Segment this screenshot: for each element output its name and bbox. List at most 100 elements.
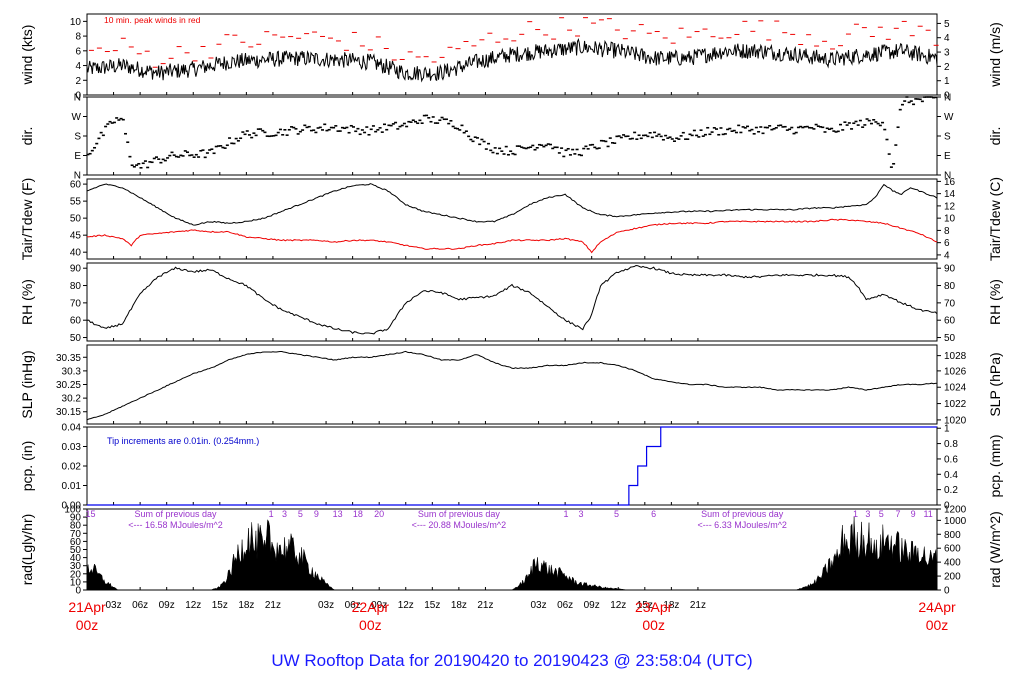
right-tick-label: 1200: [944, 505, 967, 516]
radiation-hour-label: 1: [853, 509, 858, 519]
x-tick-label: 09z: [371, 600, 387, 611]
radiation-sum-label: Sum of previous day: [701, 509, 784, 519]
right-tick-label: 800: [944, 530, 961, 541]
x-tick-label: 12z: [610, 600, 626, 611]
right-tick-label: 12: [944, 201, 956, 212]
left-tick-label: 10: [70, 577, 82, 588]
x-tick-label: 09z: [159, 600, 175, 611]
radiation-hour-label: 3: [579, 509, 584, 519]
x-tick-label: 09z: [584, 600, 600, 611]
right-tick-label: 4: [944, 250, 950, 261]
x-date-time: 00z: [76, 617, 99, 633]
x-tick-label: 18z: [451, 600, 467, 611]
right-tick-label: 60: [944, 316, 956, 327]
left-tick-label: N: [74, 93, 81, 104]
wind-line: [86, 38, 938, 83]
left-tick-label: 30.3: [62, 366, 82, 377]
ylabel-left: SLP (inHg): [19, 350, 35, 418]
right-tick-label: 0.4: [944, 470, 958, 481]
radiation-sum-label: Sum of previous day: [418, 509, 501, 519]
left-tick-label: 30: [70, 561, 82, 572]
right-tick-label: 0.6: [944, 454, 958, 465]
right-tick-label: 1028: [944, 351, 967, 362]
left-tick-label: 30.35: [56, 353, 81, 364]
panel-frame: [86, 262, 938, 342]
left-tick-label: 0.00: [62, 501, 82, 512]
left-tick-label: 4: [75, 61, 81, 72]
ylabel-right: SLP (hPa): [987, 352, 1003, 416]
radiation-sum-label: Sum of previous day: [135, 509, 218, 519]
left-tick-label: E: [74, 151, 81, 162]
precip-line: [87, 426, 937, 506]
x-tick-label: 21z: [477, 600, 493, 611]
ylabel-right: pcp. (mm): [987, 435, 1003, 498]
left-tick-label: 0.02: [62, 462, 82, 473]
right-tick-label: 0: [944, 501, 950, 512]
left-tick-label: 6: [75, 46, 81, 57]
x-date-time: 00z: [359, 617, 382, 633]
right-tick-label: 1026: [944, 366, 967, 377]
left-tick-label: 70: [70, 298, 82, 309]
radiation-hour-label: 9: [911, 509, 916, 519]
panel-wind: 0 2 4 6 8 10 0 1 2 3 4 5 wind (kts) wind (m/s) 10 min.…: [19, 13, 1003, 102]
left-tick-label: 40: [70, 553, 82, 564]
left-tick-label: S: [74, 132, 81, 143]
panel-frame: [86, 96, 938, 176]
x-tick-label: 15z: [212, 600, 228, 611]
panel-note: Tip increments are 0.01in. (0.254mm.): [107, 436, 259, 446]
radiation-hour-label: 3: [865, 509, 870, 519]
right-tick-label: S: [944, 132, 951, 143]
x-tick-label: 15z: [637, 600, 653, 611]
radiation-hour-label: 9: [314, 509, 319, 519]
x-date-label: 23Apr: [635, 599, 673, 615]
x-tick-label: 12z: [185, 600, 201, 611]
ylabel-left: pcp. (in): [19, 441, 35, 492]
right-tick-label: W: [944, 112, 954, 123]
ylabel-left: RH (%): [19, 279, 35, 325]
left-tick-label: 60: [70, 316, 82, 327]
x-date-label: 22Apr: [352, 599, 390, 615]
ylabel-right: dir.: [987, 127, 1003, 146]
radiation-hour-label: 7: [896, 509, 901, 519]
right-tick-label: E: [944, 151, 951, 162]
right-tick-label: 400: [944, 558, 961, 569]
right-tick-label: 8: [944, 226, 950, 237]
left-tick-label: 55: [70, 197, 82, 208]
panel-slp: 30.15 30.2 30.25 30.3 30.35 1020 1022 1024 1026 1…: [19, 344, 1003, 426]
right-tick-label: 0.8: [944, 439, 958, 450]
left-tick-label: 70: [70, 529, 82, 540]
left-tick-label: 0.03: [62, 442, 82, 453]
right-tick-label: 1022: [944, 399, 967, 410]
right-tick-label: 1000: [944, 516, 967, 527]
radiation-hour-label: 5: [298, 509, 303, 519]
right-tick-label: 80: [944, 281, 956, 292]
right-tick-label: N: [944, 171, 951, 182]
left-tick-label: 30.2: [62, 394, 82, 405]
right-tick-label: 1: [944, 76, 950, 87]
panel-frame: [86, 178, 938, 260]
panel-pcp: 0.00 0.01 0.02 0.03 0.04 0 0.2 0.4 0.6 0.8 1 pcp. (…: [19, 423, 1003, 512]
right-tick-label: 0.2: [944, 485, 958, 496]
ylabel-right: Tair/Tdew (C): [987, 177, 1003, 261]
air-temp-line: [86, 183, 938, 226]
radiation-hour-label: 20: [374, 509, 384, 519]
radiation-hour-label: 13: [333, 509, 343, 519]
radiation-sum-label: <--- 20.88 MJoules/m^2: [412, 520, 507, 530]
x-tick-label: 06z: [557, 600, 573, 611]
rh-line: [86, 264, 938, 335]
left-tick-label: 45: [70, 231, 82, 242]
x-date-label: 21Apr: [68, 599, 106, 615]
left-tick-label: 30.25: [56, 380, 81, 391]
radiation-hour-label: 1: [564, 509, 569, 519]
panel-frame: [86, 344, 938, 425]
left-tick-label: 80: [70, 281, 82, 292]
left-tick-label: 2: [75, 76, 81, 87]
left-tick-label: 90: [70, 513, 82, 524]
radiation-hour-label: 6: [651, 509, 656, 519]
right-tick-label: 2: [944, 62, 950, 73]
left-tick-label: 50: [70, 545, 82, 556]
